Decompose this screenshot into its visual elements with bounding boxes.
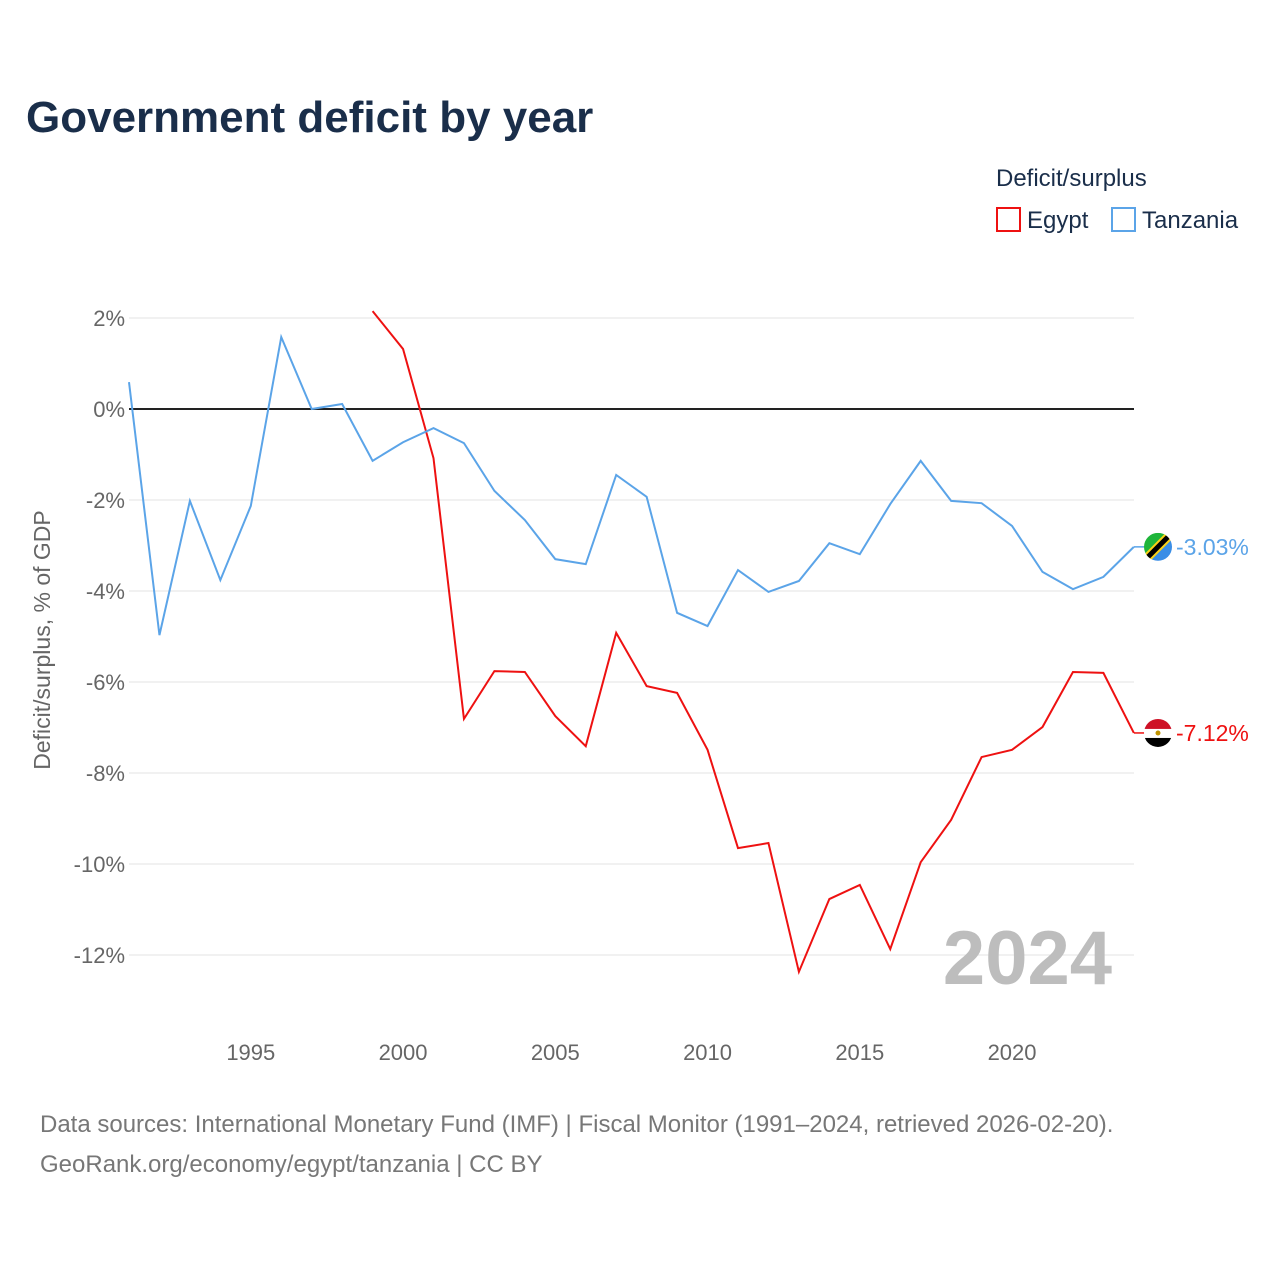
legend-swatch-tanzania[interactable] [1111, 207, 1136, 232]
legend-label-tanzania[interactable]: Tanzania [1142, 207, 1239, 234]
x-tick-label: 2020 [988, 1040, 1037, 1065]
end-value-label-tanzania: -3.03% [1176, 534, 1249, 560]
x-tick-label: 2005 [531, 1040, 580, 1065]
chart-title: Government deficit by year [26, 93, 593, 142]
y-tick-label: -12% [74, 943, 125, 968]
x-tick-label: 2010 [683, 1040, 732, 1065]
egypt-flag-icon [1144, 718, 1172, 747]
legend-label-egypt[interactable]: Egypt [1027, 207, 1089, 234]
y-tick-label: 2% [93, 306, 125, 331]
tanzania-flag-icon [1144, 532, 1172, 561]
y-tick-label: -6% [86, 670, 125, 695]
series-line-egypt [371, 310, 1135, 976]
gridlines [129, 317, 1134, 956]
y-tick-label: -2% [86, 488, 125, 513]
year-watermark: 2024 [943, 916, 1112, 1001]
license-text: GeoRank.org/economy/egypt/tanzania | CC … [40, 1151, 543, 1178]
y-axis-label: Deficit/surplus, % of GDP [29, 510, 55, 769]
end-labels: -7.12% -3.03% [1134, 532, 1249, 747]
x-tick-label: 1995 [226, 1040, 275, 1065]
x-axis: 1995 2000 2005 2010 2015 2020 [226, 1040, 1036, 1065]
x-tick-label: 2000 [379, 1040, 428, 1065]
y-tick-label: -8% [86, 761, 125, 786]
series-line-tanzania [128, 333, 1135, 636]
y-tick-label: -10% [74, 852, 125, 877]
series-lines [128, 310, 1135, 976]
x-tick-label: 2015 [835, 1040, 884, 1065]
y-tick-label: -4% [86, 579, 125, 604]
y-tick-label: 0% [93, 397, 125, 422]
y-axis: 2% 0% -2% -4% -6% -8% -10% -12% [74, 306, 125, 968]
source-text: Data sources: International Monetary Fun… [40, 1111, 1113, 1138]
legend-swatch-egypt[interactable] [996, 207, 1021, 232]
legend-title: Deficit/surplus [996, 165, 1147, 192]
end-value-label-egypt: -7.12% [1176, 720, 1249, 746]
legend: Egypt Tanzania [996, 207, 1239, 234]
